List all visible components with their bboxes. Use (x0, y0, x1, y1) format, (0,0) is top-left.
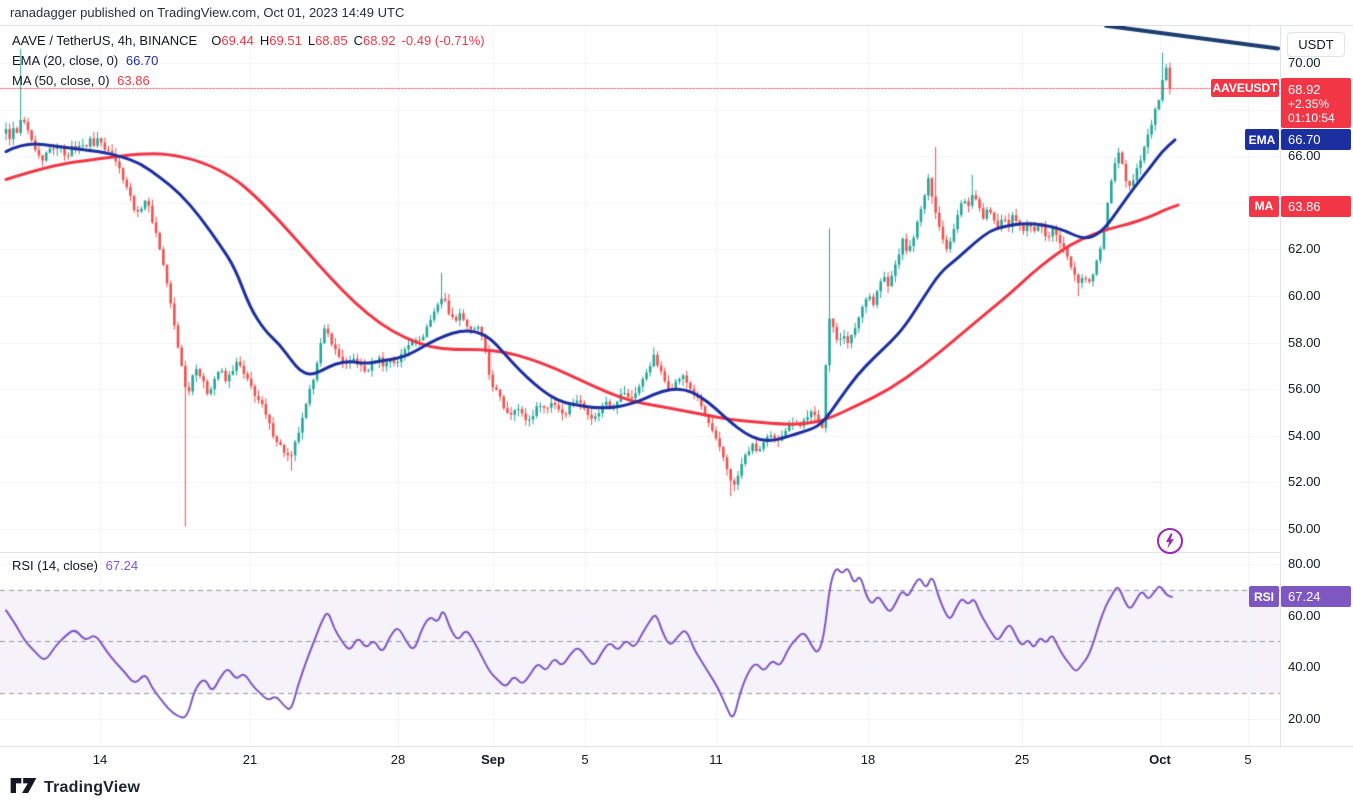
time-axis-label: 11 (709, 752, 723, 767)
tradingview-logo[interactable]: TradingView (10, 778, 140, 798)
time-axis-label: 14 (92, 752, 108, 767)
ohlc-low-key: L (307, 33, 316, 48)
time-axis-label: 21 (242, 752, 258, 767)
rsi-legend-label: RSI (14, close) (12, 558, 98, 573)
price-tick-label: 58.00 (1288, 334, 1321, 350)
rsi-tick-label: 60.00 (1288, 607, 1321, 623)
rsi-tick-label: 40.00 (1288, 659, 1321, 675)
symbol-price-label-chip: AAVEUSDT (1211, 79, 1279, 98)
rsi-axis-badge: 67.24 (1281, 586, 1351, 608)
time-axis-label: Oct (1149, 752, 1171, 767)
time-axis-label: 5 (1244, 752, 1252, 767)
time-axis-label: 18 (860, 752, 876, 767)
tradingview-brand-text: TradingView (44, 779, 141, 796)
price-tick-label: 66.00 (1288, 148, 1321, 164)
ohlc-high-value: 69.51 (269, 33, 302, 48)
price-tick-label: 60.00 (1288, 288, 1321, 303)
ohlc-open-value: 69.44 (221, 33, 254, 48)
lightning-bolt-icon (1157, 528, 1183, 554)
chart-frame: AAVE / TetherUS, 4h, BINANCE O69.44 H69.51… (0, 25, 1353, 772)
price-tick-label: 54.00 (1288, 427, 1321, 443)
price-tick-label: 70.00 (1288, 55, 1321, 70)
bar-countdown-timer: 01:10:54 (1288, 110, 1335, 125)
ema-axis-badge: 66.70 (1281, 129, 1351, 151)
rsi-tick-label: 80.00 (1288, 556, 1321, 571)
time-axis-label: 25 (1014, 752, 1030, 767)
price-pane-canvas[interactable] (0, 26, 1280, 552)
price-tick-label: 56.00 (1288, 381, 1321, 397)
price-change-percent: +2.35% (1288, 96, 1330, 111)
price-tick-label: 52.00 (1288, 474, 1321, 490)
price-scale-border (1280, 26, 1281, 772)
currency-toggle-button[interactable]: USDT (1287, 32, 1345, 57)
time-axis-label: 28 (390, 752, 406, 767)
rsi-legend-value: 67.24 (105, 558, 139, 573)
rsi-tick-label: 20.00 (1288, 710, 1321, 726)
ohlc-high-key: H (259, 33, 270, 48)
change-value: -0.49 (-0.71%) (401, 33, 485, 48)
symbol-price-axis-badge: 68.92 +2.35% 01:10:54 (1281, 78, 1351, 129)
ma-axis-badge: 63.86 (1281, 195, 1351, 217)
pane-separator[interactable] (0, 552, 1353, 553)
price-tick-label: 50.00 (1288, 521, 1321, 536)
time-scale[interactable]: 14 21 28 Sep 5 11 18 25 Oct 5 (0, 746, 1353, 772)
ema-legend-value: 66.70 (125, 53, 159, 68)
ma-legend-row[interactable]: MA (50, close, 0) 63.86 (12, 71, 485, 91)
rsi-label-chip: RSI (1249, 586, 1279, 608)
ohlc-close-key: C (353, 33, 363, 48)
ema-legend-label: EMA (20, close, 0) (12, 53, 119, 68)
symbol-title[interactable]: AAVE / TetherUS, 4h, BINANCE (12, 33, 198, 48)
ma-legend-label: MA (50, close, 0) (12, 73, 110, 88)
rsi-pane-legend: RSI (14, close) 67.24 (12, 556, 138, 576)
last-price-value: 68.92 (1288, 81, 1321, 97)
ohlc-low-value: 68.85 (315, 33, 348, 48)
time-axis-label: Sep (481, 752, 505, 767)
ema-legend-row[interactable]: EMA (20, close, 0) 66.70 (12, 51, 485, 71)
rsi-pane-canvas[interactable] (0, 553, 1280, 746)
rsi-legend-row[interactable]: RSI (14, close) 67.24 (12, 556, 138, 576)
ema-label-chip: EMA (1245, 129, 1279, 151)
ma-legend-value: 63.86 (117, 73, 150, 88)
price-pane-legend: AAVE / TetherUS, 4h, BINANCE O69.44 H69.51… (12, 31, 485, 91)
tradingview-logo-icon (10, 778, 37, 793)
ohlc-close-value: 68.92 (363, 33, 396, 48)
ohlc-open-key: O (211, 33, 222, 48)
time-axis-label: 5 (581, 752, 589, 767)
ma-label-chip: MA (1249, 195, 1279, 217)
price-tick-label: 62.00 (1288, 241, 1321, 257)
symbol-legend-row[interactable]: AAVE / TetherUS, 4h, BINANCE O69.44 H69.51… (12, 31, 485, 51)
publish-header: ranadagger published on TradingView.com,… (10, 5, 405, 20)
instant-trading-button[interactable] (1156, 527, 1184, 555)
